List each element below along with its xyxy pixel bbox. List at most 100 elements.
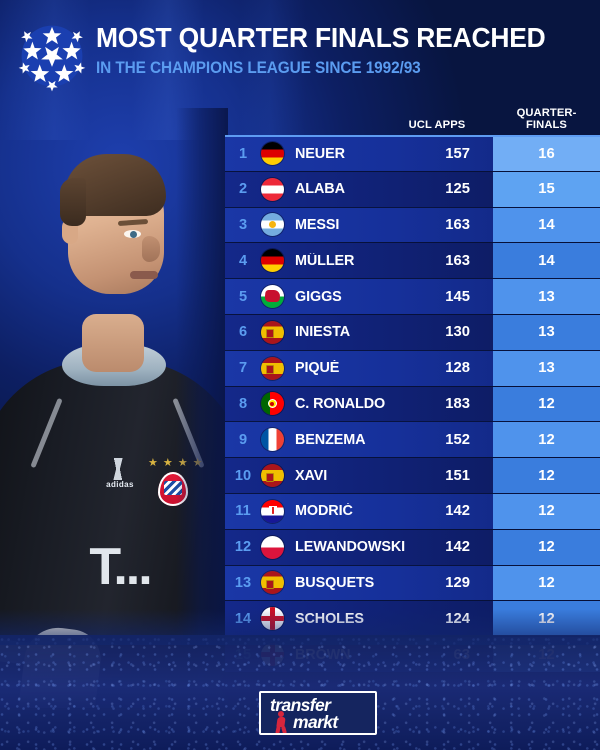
country-flag-icon: [261, 356, 284, 380]
player-name-cell: INIESTA: [295, 324, 350, 341]
adidas-three-stripes-icon: [98, 458, 138, 480]
country-flag-icon: [261, 428, 284, 452]
player-neck: [82, 314, 144, 372]
player-name-cell: ALABA: [295, 181, 345, 198]
ucl-apps-cell: 125: [445, 181, 470, 198]
column-headers: UCL APPS QUARTER- FINALS: [225, 96, 600, 134]
ucl-apps-cell: 142: [445, 539, 470, 556]
ucl-apps-cell: 183: [445, 395, 470, 412]
quarter-finals-cell: 13: [493, 279, 600, 314]
player-nose: [142, 236, 160, 262]
rank-cell: 13: [234, 574, 252, 591]
country-flag-icon: [261, 571, 284, 595]
rank-cell: 10: [234, 467, 252, 484]
rank-cell: 1: [238, 145, 248, 162]
column-header-quarter-finals: QUARTER- FINALS: [493, 107, 600, 132]
column-header-qf-line2: FINALS: [526, 119, 567, 132]
table-row[interactable]: 9 BENZEMA 152 12: [225, 421, 600, 458]
quarter-finals-cell: 14: [493, 207, 600, 243]
ucl-apps-cell: 157: [445, 145, 470, 162]
rank-cell: 7: [238, 360, 248, 377]
table-row[interactable]: 3 MESSI 163 14: [225, 206, 600, 243]
player-name-cell: PIQUÉ: [295, 360, 340, 377]
country-flag-icon: [261, 464, 284, 488]
table-row[interactable]: 1 NEUER 157 16: [225, 135, 600, 171]
transfermarkt-logo[interactable]: transfer markt: [259, 691, 377, 735]
ucl-apps-cell: 163: [445, 216, 470, 233]
player-eye: [124, 230, 141, 238]
table-row[interactable]: 13 BUSQUETS 129 12: [225, 564, 600, 601]
player-name-cell: GIGGS: [295, 288, 342, 305]
quarter-finals-cell: 15: [493, 171, 600, 207]
column-header-ucl-apps: UCL APPS: [408, 119, 466, 132]
country-flag-icon: [261, 499, 284, 523]
rank-cell: 12: [234, 539, 252, 556]
rank-cell: 5: [238, 288, 248, 305]
rank-cell: 2: [238, 181, 248, 198]
player-name-cell: BUSQUETS: [295, 574, 375, 591]
country-flag-icon: [261, 249, 284, 273]
ucl-apps-cell: 151: [445, 467, 470, 484]
player-mouth: [130, 271, 158, 279]
rank-cell: 6: [238, 324, 248, 341]
table-row[interactable]: 7 PIQUÉ 128 13: [225, 349, 600, 386]
table-row[interactable]: 5 GIGGS 145 13: [225, 278, 600, 314]
table-row[interactable]: 10 XAVI 151 12: [225, 457, 600, 493]
rank-cell: 8: [238, 395, 248, 412]
player-sideburn: [60, 178, 86, 226]
ucl-apps-cell: 129: [445, 574, 470, 591]
player-name-cell: MESSI: [295, 216, 340, 233]
country-flag-icon: [261, 177, 284, 201]
rank-cell: 4: [238, 252, 248, 269]
ucl-apps-cell: 145: [445, 288, 470, 305]
quarter-finals-cell: 12: [493, 565, 600, 601]
table-row[interactable]: 6 INIESTA 130 13: [225, 313, 600, 350]
quarter-finals-cell: 12: [493, 493, 600, 529]
photo-right-fade: [176, 108, 228, 708]
quarter-finals-cell: 12: [493, 386, 600, 422]
ranking-table: 1 NEUER 157 16 2 ALABA 125 15 3 MESSI 163 14 4 MÜLLER…: [225, 135, 600, 672]
adidas-wordmark: adidas: [106, 480, 134, 489]
title-block: MOST QUARTER FINALS REACHED IN THE CHAMP…: [96, 24, 564, 78]
page-subtitle: IN THE CHAMPIONS LEAGUE SINCE 1992/93: [96, 58, 421, 77]
player-name-cell: MÜLLER: [295, 252, 355, 269]
table-row[interactable]: 2 ALABA 125 15: [225, 170, 600, 207]
quarter-finals-cell: 13: [493, 350, 600, 386]
quarter-finals-cell: 12: [493, 529, 600, 565]
ucl-apps-cell: 163: [445, 252, 470, 269]
country-flag-icon: [261, 142, 284, 166]
ucl-apps-cell: 142: [445, 503, 470, 520]
column-header-qf-line1: QUARTER-: [516, 106, 577, 119]
quarter-finals-cell: 12: [493, 422, 600, 458]
ucl-apps-cell: 130: [445, 324, 470, 341]
transfermarkt-player-figure-icon: [274, 711, 289, 733]
header: MOST QUARTER FINALS REACHED IN THE CHAMP…: [0, 0, 600, 100]
quarter-finals-cell: 16: [493, 137, 600, 171]
page-title: MOST QUARTER FINALS REACHED: [96, 22, 546, 53]
table-row[interactable]: 4 MÜLLER 163 14: [225, 242, 600, 279]
uefa-champions-league-starball-icon: [14, 18, 90, 94]
player-name-cell: LEWANDOWSKI: [295, 539, 406, 556]
kit-sponsor-logo: T...: [89, 538, 152, 596]
table-row[interactable]: 11 MODRIĆ 142 12: [225, 492, 600, 529]
country-flag-icon: [261, 392, 284, 416]
country-flag-icon: [261, 535, 284, 559]
ucl-apps-cell: 152: [445, 431, 470, 448]
player-name-cell: BENZEMA: [295, 431, 366, 448]
player-name-cell: NEUER: [295, 145, 345, 162]
rank-cell: 11: [235, 503, 251, 520]
table-row[interactable]: 12 LEWANDOWSKI 142 12: [225, 528, 600, 565]
player-name-cell: C. RONALDO: [295, 395, 386, 412]
country-flag-icon: [261, 320, 284, 344]
country-flag-icon: [261, 213, 284, 237]
quarter-finals-cell: 14: [493, 243, 600, 279]
country-flag-icon: [261, 285, 284, 309]
table-row[interactable]: 8 C. RONALDO 183 12: [225, 385, 600, 422]
rank-cell: 3: [238, 216, 248, 233]
player-name-cell: XAVI: [295, 467, 328, 484]
transfermarkt-wordmark-line1: transfer: [270, 695, 331, 715]
background-bottom-fade: [0, 609, 600, 645]
transfermarkt-wordmark-line2: markt: [293, 712, 338, 732]
player-name-cell: MODRIĆ: [295, 503, 353, 520]
